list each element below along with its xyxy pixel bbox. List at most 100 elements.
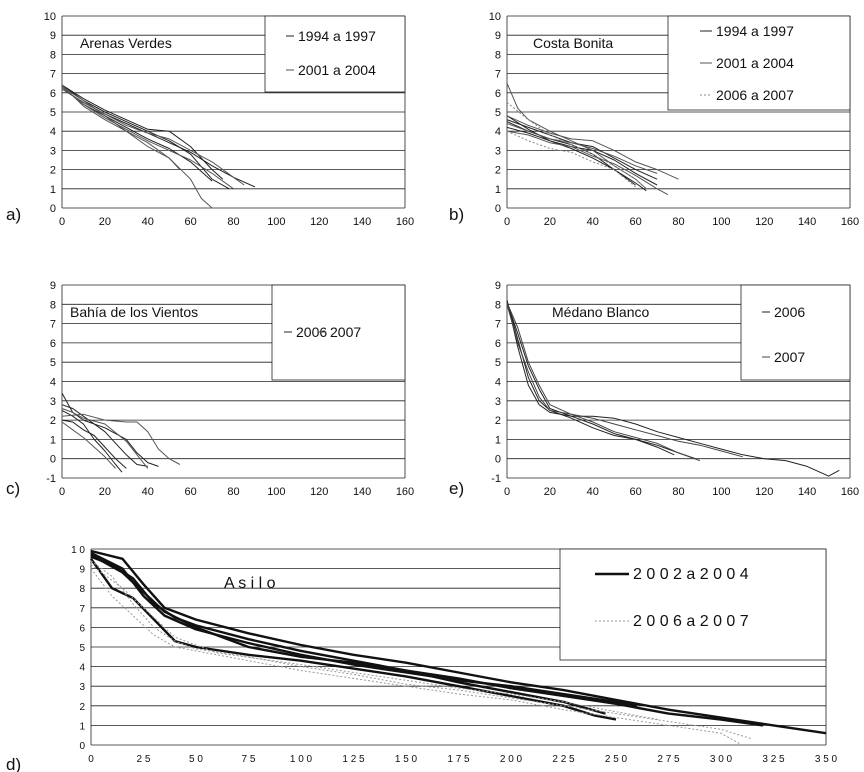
- y-tick-label: 3: [50, 396, 56, 408]
- x-tick-label: 2 7 5: [657, 754, 680, 765]
- y-tick-label: 0: [50, 454, 56, 466]
- legend-label: 2001 a 2004: [716, 55, 794, 71]
- series-line: [61, 86, 213, 209]
- y-tick-label: 9: [495, 30, 501, 42]
- panel-letter: d): [6, 755, 21, 772]
- series-line: [61, 419, 127, 469]
- y-tick-label: -1: [46, 473, 56, 485]
- y-tick-label: 1: [50, 434, 56, 446]
- x-tick-label: 40: [142, 216, 154, 228]
- panel-letter: a): [6, 205, 21, 224]
- x-tick-label: 7 5: [242, 754, 256, 765]
- x-tick-label: 140: [353, 486, 371, 498]
- x-tick-label: 80: [227, 216, 239, 228]
- series-line: [506, 102, 647, 190]
- series-line: [506, 115, 679, 180]
- x-tick-label: 60: [185, 216, 197, 228]
- legend-box: [271, 284, 406, 381]
- y-tick-label: 3: [79, 682, 85, 693]
- x-tick-label: 40: [587, 486, 599, 498]
- y-tick-label: 0: [495, 203, 501, 215]
- y-tick-label: 0: [50, 203, 56, 215]
- series-line: [61, 84, 230, 190]
- x-tick-label: 2 2 5: [552, 754, 575, 765]
- series-line: [506, 123, 658, 174]
- x-tick-label: 120: [310, 486, 328, 498]
- series-line: [61, 421, 116, 469]
- x-tick-label: 140: [353, 216, 371, 228]
- y-tick-label: 2: [50, 415, 56, 427]
- legend-box: [559, 548, 827, 661]
- legend-box: [264, 15, 406, 93]
- y-tick-label: 5: [79, 643, 85, 654]
- y-tick-label: 2: [495, 165, 501, 177]
- series-line: [506, 300, 840, 477]
- y-tick-label: 5: [50, 357, 56, 369]
- y-tick-label: 0: [495, 454, 501, 466]
- x-tick-label: 140: [798, 486, 816, 498]
- panel-letter: c): [6, 479, 20, 498]
- legend-box: [667, 15, 851, 111]
- x-tick-label: 1 5 0: [395, 754, 418, 765]
- legend-label: 2001 a 2004: [298, 62, 376, 78]
- x-tick-label: 20: [544, 216, 556, 228]
- y-tick-label: 6: [50, 338, 56, 350]
- y-tick-label: 7: [50, 69, 56, 81]
- series-line: [506, 130, 669, 196]
- chart-title: Costa Bonita: [533, 35, 613, 51]
- series-line: [61, 392, 159, 467]
- y-tick-label: 9: [50, 280, 56, 292]
- x-tick-label: 20: [544, 486, 556, 498]
- y-tick-label: 1: [495, 184, 501, 196]
- y-tick-label: 10: [44, 11, 56, 23]
- y-tick-label: 2: [79, 702, 85, 713]
- series-line: [61, 408, 149, 469]
- series-line: [90, 568, 743, 746]
- y-tick-label: 4: [495, 377, 501, 389]
- panel-letter: e): [449, 479, 464, 498]
- y-tick-label: 6: [495, 88, 501, 100]
- x-tick-label: 60: [630, 216, 642, 228]
- y-tick-label: 8: [50, 49, 56, 61]
- series-line: [90, 551, 638, 707]
- series-line: [506, 83, 647, 190]
- series-line: [90, 560, 753, 740]
- legend-label: 2006 a 2007: [716, 87, 794, 103]
- series-line: [506, 119, 658, 180]
- y-tick-label: 9: [79, 565, 85, 576]
- y-tick-label: 7: [495, 319, 501, 331]
- legend-label: 2 0 0 6 a 2 0 0 7: [633, 613, 749, 630]
- x-tick-label: 3 2 5: [762, 754, 785, 765]
- x-tick-label: 60: [185, 486, 197, 498]
- legend-label: 1994 a 1997: [298, 28, 376, 44]
- x-tick-label: 1 0 0: [290, 754, 313, 765]
- series-line: [61, 86, 234, 190]
- x-tick-label: 1 7 5: [447, 754, 470, 765]
- series-line: [90, 549, 827, 735]
- x-tick-label: 2 5: [137, 754, 151, 765]
- x-tick-label: 120: [310, 216, 328, 228]
- y-tick-label: 0: [79, 741, 85, 752]
- y-tick-label: -1: [491, 473, 501, 485]
- series-line: [61, 404, 148, 467]
- x-tick-label: 3 0 0: [710, 754, 733, 765]
- y-tick-label: 8: [495, 299, 501, 311]
- legend-label: 2 0 0 2 a 2 0 0 4: [633, 566, 749, 583]
- y-tick-label: 5: [495, 357, 501, 369]
- x-tick-label: 5 0: [189, 754, 203, 765]
- y-tick-label: 9: [495, 280, 501, 292]
- y-tick-label: 3: [50, 145, 56, 157]
- panel-letter: b): [449, 205, 464, 224]
- series-line: [61, 88, 245, 186]
- y-tick-label: 7: [79, 604, 85, 615]
- series-line: [506, 130, 636, 188]
- y-tick-label: 1: [50, 184, 56, 196]
- x-tick-label: 20: [99, 486, 111, 498]
- chart-title: Médano Blanco: [552, 304, 650, 320]
- legend-label: 2007: [774, 349, 805, 365]
- chart-title: Bahía de los Vientos: [70, 304, 198, 320]
- x-tick-label: 120: [755, 216, 773, 228]
